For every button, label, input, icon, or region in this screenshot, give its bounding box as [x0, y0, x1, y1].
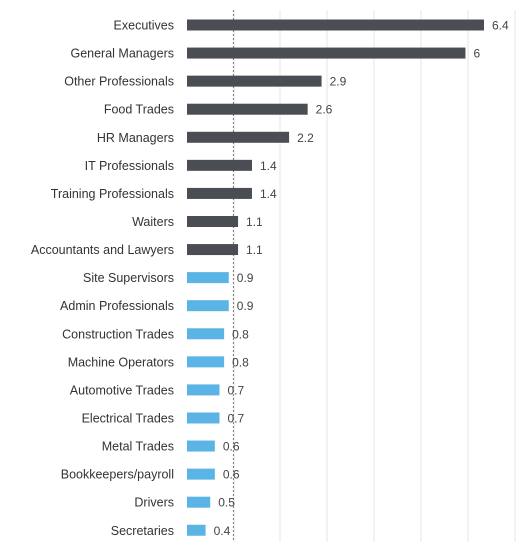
bar: [187, 384, 220, 396]
category-label: Training Professionals: [51, 187, 174, 201]
bars: [187, 19, 484, 536]
bar: [187, 103, 308, 115]
bar: [187, 244, 239, 256]
value-label: 1.1: [246, 215, 263, 229]
bar: [187, 47, 466, 59]
category-label: Drivers: [134, 496, 174, 510]
value-label: 2.9: [330, 75, 347, 89]
value-label: 0.5: [218, 496, 235, 510]
value-label: 0.8: [232, 327, 249, 341]
bar: [187, 159, 252, 171]
value-label: 1.4: [260, 187, 277, 201]
bar: [187, 328, 225, 340]
bar: [187, 215, 239, 227]
value-label: 6: [473, 47, 480, 61]
category-labels: Executives General Managers Other Professi…: [31, 19, 174, 538]
category-label: HR Managers: [97, 131, 174, 145]
category-label: IT Professionals: [85, 159, 174, 173]
value-labels: 6.4 6 2.9 2.62.2 1.4 1.4 1.1 1.1 0.9 0.9 0.8 0.8 0.7…: [214, 19, 509, 538]
value-label: 0.6: [223, 440, 240, 454]
value-label: 0.4: [214, 524, 231, 538]
category-label: Construction Trades: [62, 327, 174, 341]
value-label: 0.7: [227, 383, 244, 397]
bar: [187, 468, 215, 480]
category-label: Machine Operators: [68, 355, 174, 369]
category-label: Electrical Trades: [82, 411, 174, 425]
category-label: Bookkeepers/payroll: [61, 468, 174, 482]
category-label: Other Professionals: [64, 75, 174, 89]
value-label: 1.4: [260, 159, 277, 173]
value-label: 0.9: [237, 271, 254, 285]
value-label: 1.1: [246, 243, 263, 257]
category-label: Admin Professionals: [60, 299, 174, 313]
value-label: 0.8: [232, 355, 249, 369]
category-label: Waiters: [132, 215, 174, 229]
bar: [187, 300, 229, 312]
bar: [187, 356, 225, 368]
bar: [187, 131, 290, 143]
value-label: 0.6: [223, 468, 240, 482]
value-label: 6.4: [492, 19, 509, 33]
value-label: 0.9: [237, 299, 254, 313]
bar: [187, 440, 215, 452]
value-label: 2.2: [297, 131, 314, 145]
bar: [187, 496, 211, 508]
bar: [187, 524, 206, 536]
category-label: Executives: [114, 19, 174, 33]
category-label: Accountants and Lawyers: [31, 243, 174, 257]
category-label: Site Supervisors: [83, 271, 174, 285]
bar: [187, 412, 220, 424]
value-label: 2.6: [316, 103, 333, 117]
category-label: Automotive Trades: [70, 383, 174, 397]
bar: [187, 75, 322, 87]
bar: [187, 272, 229, 284]
category-label: Secretaries: [111, 524, 174, 538]
grid-lines: [233, 10, 516, 542]
category-label: Food Trades: [104, 103, 174, 117]
value-label: 0.7: [227, 411, 244, 425]
bar: [187, 19, 484, 31]
category-label: Metal Trades: [102, 440, 174, 454]
bar: [187, 187, 252, 199]
category-label: General Managers: [70, 47, 174, 61]
